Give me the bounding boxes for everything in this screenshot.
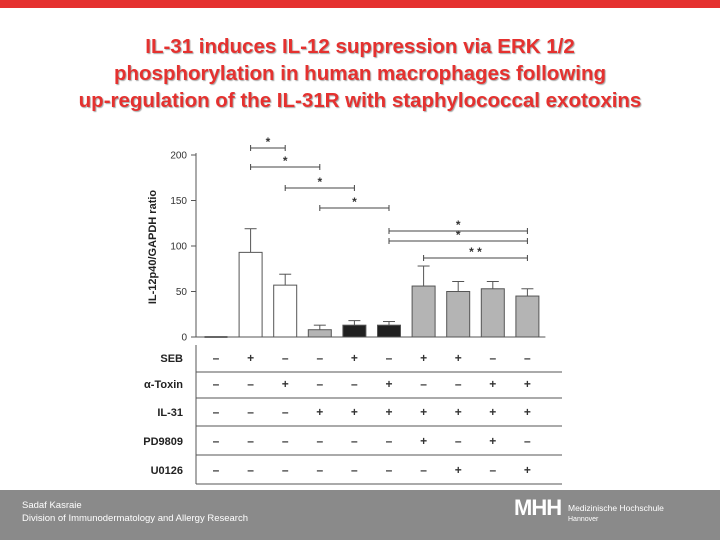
institution-line: Medizinische Hochschule [568,503,664,513]
condition-value: – [420,463,427,477]
condition-value: + [351,405,358,419]
condition-value: + [282,377,289,391]
title-line-2: phosphorylation in human macrophages fol… [113,62,607,85]
bar [411,285,436,338]
condition-label: IL-31 [157,407,183,419]
bar [307,329,332,338]
y-tick-label: 150 [170,196,187,207]
footer: Sadaf Kasraie Division of Immunodermatol… [0,490,720,540]
condition-label: U0126 [151,465,183,477]
condition-value: – [247,377,254,391]
condition-value: – [386,463,393,477]
footer-credit: Sadaf Kasraie Division of Immunodermatol… [22,499,248,525]
y-tick-label: 200 [170,151,187,162]
condition-value: + [316,405,323,419]
condition-value: + [524,377,531,391]
y-tick-label: 100 [170,242,187,253]
institution-name: Medizinische Hochschule Hannover [568,503,664,525]
bar [342,324,367,338]
significance-label: * [283,154,288,168]
bar [480,288,505,338]
mhh-logo: MHH [514,495,562,520]
condition-value: + [247,351,254,365]
condition-value: + [524,463,531,477]
significance-label: * [352,195,357,209]
condition-value: – [351,377,358,391]
condition-value: – [282,434,289,448]
condition-value: – [489,351,496,365]
title-line-3: up-regulation of the IL-31R with staphyl… [78,89,642,112]
condition-value: – [455,377,462,391]
condition-value: + [420,405,427,419]
footer-division: Division of Immunodermatology and Allerg… [22,513,248,524]
condition-label: α-Toxin [144,379,183,391]
condition-value: – [351,463,358,477]
condition-value: + [420,351,427,365]
condition-value: – [282,405,289,419]
condition-value: – [316,463,323,477]
condition-value: + [455,463,462,477]
condition-value: – [282,463,289,477]
condition-label: SEB [160,353,183,365]
condition-value: – [455,434,462,448]
condition-value: – [524,434,531,448]
significance-label: * [317,175,322,189]
condition-value: + [351,351,358,365]
bar [446,291,471,338]
condition-value: – [316,351,323,365]
condition-value: + [524,405,531,419]
significance-label: * [456,228,461,242]
condition-value: – [213,377,220,391]
top-accent-bar [0,0,720,8]
condition-value: + [489,434,496,448]
significance-label: * [456,218,461,232]
condition-value: – [247,463,254,477]
footer-author: Sadaf Kasraie [22,500,82,511]
bar [238,251,263,338]
y-tick-label: 50 [176,287,188,298]
condition-value: – [351,434,358,448]
title-line-1: IL-31 induces IL-12 suppression via ERK … [145,35,575,58]
condition-value: – [316,377,323,391]
condition-value: – [524,351,531,365]
condition-value: – [213,463,220,477]
slide-title: IL-31 induces IL-12 suppression via ERK … [0,33,720,114]
condition-value: + [420,434,427,448]
condition-value: + [455,405,462,419]
condition-value: – [213,405,220,419]
condition-label: PD9809 [143,436,183,448]
significance-label: * [266,135,271,149]
condition-value: – [282,351,289,365]
condition-value: – [386,351,393,365]
y-axis-label: IL-12p40/GAPDH ratio [147,190,159,305]
condition-value: – [386,434,393,448]
condition-value: + [489,377,496,391]
y-tick-label: 0 [181,333,187,344]
bar [273,284,298,338]
bar [377,324,401,338]
condition-value: – [489,463,496,477]
condition-value: – [213,351,220,365]
significance-label: * * [469,245,482,259]
bar [515,295,540,338]
institution-city: Hannover [568,516,599,523]
condition-value: – [316,434,323,448]
condition-value: – [420,377,427,391]
condition-value: – [213,434,220,448]
condition-value: + [455,351,462,365]
condition-value: – [247,434,254,448]
condition-value: + [385,405,392,419]
condition-value: + [385,377,392,391]
condition-value: + [489,405,496,419]
condition-value: – [247,405,254,419]
